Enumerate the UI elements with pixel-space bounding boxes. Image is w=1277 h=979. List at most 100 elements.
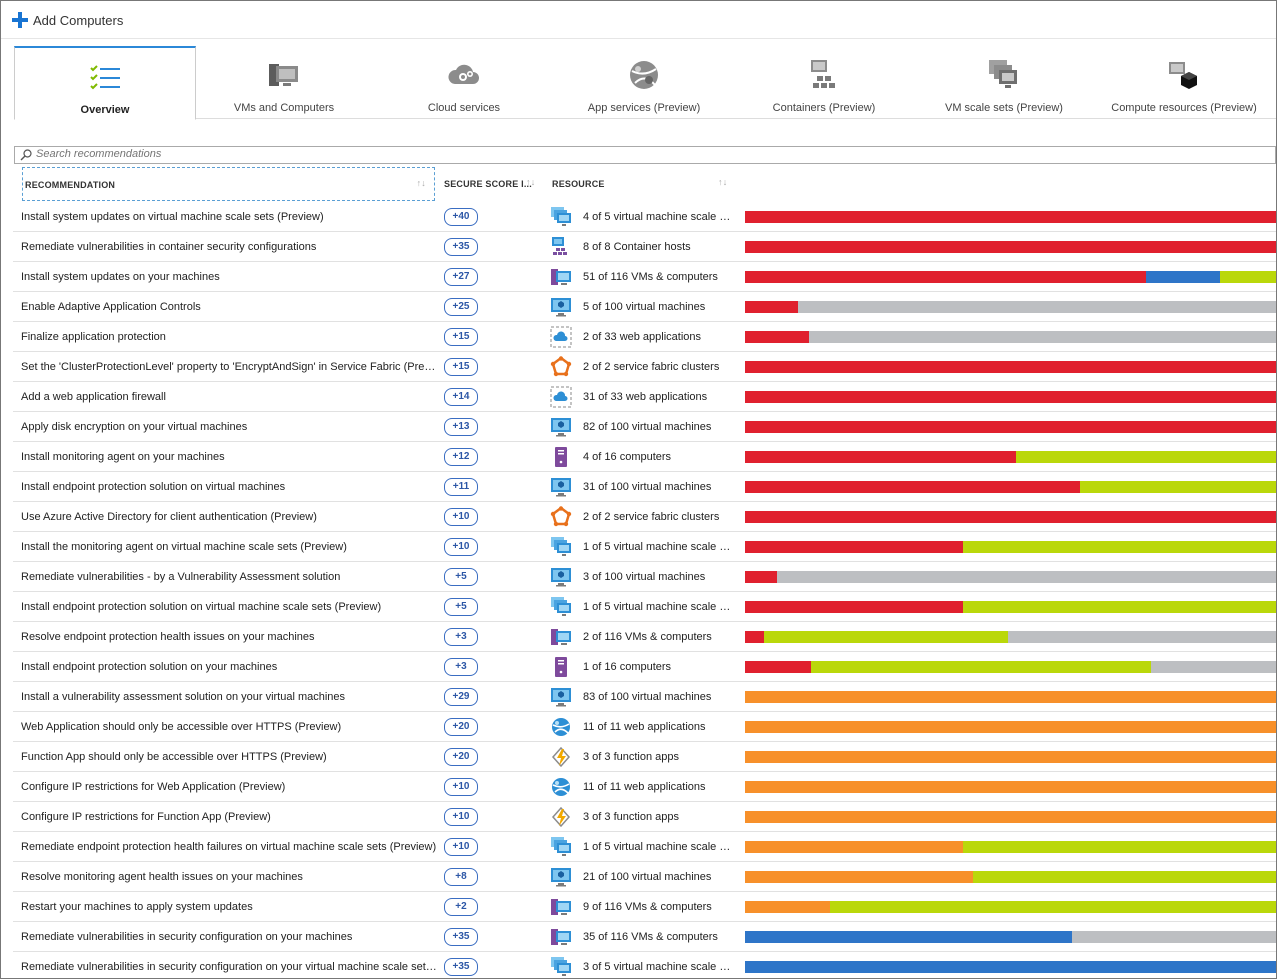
table-row[interactable]: Add a web application firewall +14 31 of 3… bbox=[13, 382, 1276, 412]
recommendations-table: Install system updates on virtual machin… bbox=[13, 202, 1276, 978]
recommendation-text: Finalize application protection bbox=[21, 331, 166, 343]
table-row[interactable]: Install the monitoring agent on virtual … bbox=[13, 532, 1276, 562]
vm-computer-icon bbox=[550, 926, 572, 948]
resource-health-bar bbox=[745, 301, 1276, 313]
tab-compute-resources-preview[interactable]: Compute resources (Preview) bbox=[1094, 46, 1274, 118]
table-row[interactable]: Install system updates on virtual machin… bbox=[13, 202, 1276, 232]
recommendation-text: Install the monitoring agent on virtual … bbox=[21, 541, 347, 553]
virtual-machine-icon bbox=[550, 296, 572, 318]
resource-health-bar bbox=[745, 391, 1276, 403]
health-bar-segment-red bbox=[745, 481, 1080, 493]
recommendation-text: Remediate endpoint protection health fai… bbox=[21, 841, 437, 853]
secure-score-badge: +40 bbox=[444, 208, 478, 226]
resource-count: 21 of 100 virtual machines bbox=[583, 871, 712, 883]
recommendation-text: Apply disk encryption on your virtual ma… bbox=[21, 421, 248, 433]
resource-count: 9 of 116 VMs & computers bbox=[583, 901, 712, 913]
table-row[interactable]: Restart your machines to apply system up… bbox=[13, 892, 1276, 922]
table-row[interactable]: Use Azure Active Directory for client au… bbox=[13, 502, 1276, 532]
table-row[interactable]: Install endpoint protection solution on … bbox=[13, 652, 1276, 682]
resource-health-bar bbox=[745, 211, 1276, 223]
table-row[interactable]: Install a vulnerability assessment solut… bbox=[13, 682, 1276, 712]
secure-score-badge: +11 bbox=[444, 478, 478, 496]
secure-score-badge: +2 bbox=[444, 898, 478, 916]
secure-score-badge: +35 bbox=[444, 928, 478, 946]
table-row[interactable]: Web Application should only be accessibl… bbox=[13, 712, 1276, 742]
table-row[interactable]: Enable Adaptive Application Controls +25 5… bbox=[13, 292, 1276, 322]
virtual-machine-icon bbox=[550, 416, 572, 438]
checklist-icon bbox=[88, 60, 122, 94]
table-row[interactable]: Set the 'ClusterProtectionLevel' propert… bbox=[13, 352, 1276, 382]
vm-computer-icon bbox=[550, 896, 572, 918]
table-row[interactable]: Remediate vulnerabilities in security co… bbox=[13, 952, 1276, 978]
table-row[interactable]: Remediate vulnerabilities in container s… bbox=[13, 232, 1276, 262]
table-row[interactable]: Configure IP restrictions for Function A… bbox=[13, 802, 1276, 832]
table-row[interactable]: Apply disk encryption on your virtual ma… bbox=[13, 412, 1276, 442]
table-row[interactable]: Install endpoint protection solution on … bbox=[13, 592, 1276, 622]
health-bar-segment-green bbox=[962, 841, 1276, 853]
health-bar-segment-red bbox=[745, 571, 777, 583]
health-bar-segment-red bbox=[745, 361, 1276, 373]
secure-score-badge: +27 bbox=[444, 268, 478, 286]
table-row[interactable]: Resolve endpoint protection health issue… bbox=[13, 622, 1276, 652]
resource-health-bar bbox=[745, 661, 1276, 673]
table-row[interactable]: Resolve monitoring agent health issues o… bbox=[13, 862, 1276, 892]
resource-health-bar bbox=[745, 961, 1276, 973]
secure-score-badge: +8 bbox=[444, 868, 478, 886]
search-box[interactable] bbox=[14, 146, 1276, 164]
tab-vm-scale-sets-preview[interactable]: VM scale sets (Preview) bbox=[914, 46, 1094, 118]
command-bar: Add Computers bbox=[1, 1, 1276, 39]
add-computers-label: Add Computers bbox=[33, 12, 124, 28]
column-header-resource[interactable]: RESOURCE ↑↓ bbox=[552, 167, 732, 201]
search-input[interactable] bbox=[36, 148, 636, 160]
table-row[interactable]: Install endpoint protection solution on … bbox=[13, 472, 1276, 502]
table-row[interactable]: Finalize application protection +15 2 of 3… bbox=[13, 322, 1276, 352]
table-row[interactable]: Install system updates on your machines +… bbox=[13, 262, 1276, 292]
health-bar-segment-red bbox=[745, 301, 799, 313]
resource-health-bar bbox=[745, 901, 1276, 913]
plus-icon bbox=[12, 12, 28, 28]
resource-count: 1 of 16 computers bbox=[583, 661, 672, 673]
tab-cloud-services[interactable]: Cloud services bbox=[374, 46, 554, 118]
health-bar-segment-orange bbox=[745, 841, 963, 853]
resource-health-bar bbox=[745, 751, 1276, 763]
table-row[interactable]: Remediate vulnerabilities - by a Vulnera… bbox=[13, 562, 1276, 592]
sort-icon: ↑↓ bbox=[416, 178, 426, 188]
secure-score-badge: +10 bbox=[444, 778, 478, 796]
column-header-recommendation[interactable]: RECOMMENDATION ↑↓ bbox=[22, 167, 435, 201]
tab-app-services-preview[interactable]: App services (Preview) bbox=[554, 46, 734, 118]
column-header-recommendation-label: RECOMMENDATION bbox=[25, 180, 116, 190]
health-bar-segment-orange bbox=[745, 751, 1276, 763]
table-row[interactable]: Remediate endpoint protection health fai… bbox=[13, 832, 1276, 862]
sort-icon: ↑↓ bbox=[718, 177, 728, 187]
add-computers-button[interactable]: Add Computers bbox=[12, 12, 123, 28]
secure-score-badge: +3 bbox=[444, 628, 478, 646]
health-bar-segment-red bbox=[745, 391, 1276, 403]
column-header-secure-score-label: SECURE SCORE I... bbox=[444, 179, 532, 189]
recommendation-text: Resolve endpoint protection health issue… bbox=[21, 631, 315, 643]
health-bar-segment-green bbox=[811, 661, 1152, 673]
table-row[interactable]: Configure IP restrictions for Web Applic… bbox=[13, 772, 1276, 802]
column-header-secure-score[interactable]: SECURE SCORE I... ↑↓ bbox=[444, 167, 544, 201]
table-row[interactable]: Install monitoring agent on your machine… bbox=[13, 442, 1276, 472]
secure-score-badge: +15 bbox=[444, 328, 478, 346]
resource-count: 11 of 11 web applications bbox=[583, 781, 706, 793]
tab-label: VMs and Computers bbox=[233, 102, 335, 114]
resource-health-bar bbox=[745, 361, 1276, 373]
health-bar-segment-red bbox=[745, 241, 1276, 253]
secure-score-badge: +14 bbox=[444, 388, 478, 406]
table-row[interactable]: Function App should only be accessible o… bbox=[13, 742, 1276, 772]
health-bar-segment-red bbox=[745, 331, 809, 343]
tab-containers-preview[interactable]: Containers (Preview) bbox=[734, 46, 914, 118]
resource-count: 3 of 3 function apps bbox=[583, 811, 680, 823]
secure-score-badge: +15 bbox=[444, 358, 478, 376]
resource-health-bar bbox=[745, 571, 1276, 583]
health-bar-segment-blue bbox=[745, 961, 1276, 973]
resource-health-bar bbox=[745, 241, 1276, 253]
table-row[interactable]: Remediate vulnerabilities in security co… bbox=[13, 922, 1276, 952]
secure-score-badge: +5 bbox=[444, 598, 478, 616]
resource-health-bar bbox=[745, 601, 1276, 613]
tab-overview[interactable]: Overview bbox=[14, 46, 196, 120]
tab-vms-and-computers[interactable]: VMs and Computers bbox=[194, 46, 374, 118]
secure-score-badge: +35 bbox=[444, 238, 478, 256]
